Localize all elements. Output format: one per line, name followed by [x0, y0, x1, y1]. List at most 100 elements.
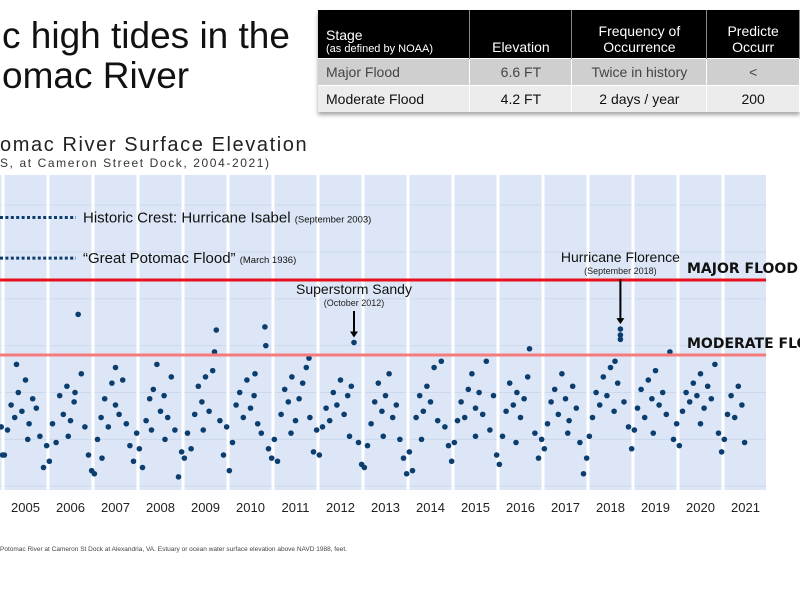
data-point [638, 386, 644, 393]
data-point [154, 361, 160, 368]
data-point [319, 424, 326, 430]
data-point [431, 364, 437, 371]
data-point [236, 389, 243, 396]
data-point [490, 392, 497, 399]
data-point [195, 383, 202, 390]
data-point [375, 380, 382, 386]
data-point [112, 402, 119, 408]
data-point [731, 414, 738, 421]
data-point [649, 395, 655, 402]
x-tick-label: 2006 [56, 500, 85, 515]
footnote: Potomac River at Cameron St Dock at Alex… [0, 546, 347, 553]
cell-elevation: 4.2 FT [469, 85, 573, 112]
data-point [22, 377, 29, 383]
data-point [614, 380, 621, 386]
data-point [382, 392, 389, 399]
data-point [40, 464, 47, 471]
elevation-scatter-chart: 2005 2006 2007 2008 2009 2010 2011 2012 2013 2014… [0, 175, 800, 515]
x-tick-label: 2017 [551, 500, 580, 515]
data-point [172, 427, 178, 433]
data-point [85, 452, 92, 458]
data-point [263, 342, 269, 349]
data-point [586, 433, 593, 440]
data-point [427, 399, 434, 405]
data-point [202, 374, 209, 380]
annotation-label: Superstorm Sandy [296, 281, 412, 297]
data-point [650, 430, 657, 436]
data-point [555, 411, 562, 418]
data-point [503, 408, 509, 415]
arrow-head-icon [616, 318, 625, 325]
data-point [551, 386, 558, 393]
data-point [506, 380, 513, 386]
data-point [397, 436, 403, 443]
data-point [116, 411, 122, 418]
data-point [548, 399, 554, 405]
data-point [400, 455, 407, 461]
data-point [361, 464, 368, 471]
data-point [652, 367, 659, 374]
data-point [465, 386, 472, 393]
data-point [451, 439, 458, 446]
data-point [694, 392, 700, 399]
data-point [535, 455, 542, 461]
data-point [136, 445, 143, 452]
data-point [670, 436, 677, 443]
data-point [162, 436, 168, 443]
data-point [741, 439, 748, 446]
x-tick-label: 2019 [641, 500, 670, 515]
header-stage-sub: (as defined by NOAA) [326, 42, 433, 55]
x-tick-label: 2007 [101, 500, 130, 515]
data-point [323, 405, 329, 411]
data-point [78, 370, 85, 377]
data-point [168, 374, 175, 380]
data-point [148, 427, 155, 433]
data-point [199, 399, 205, 405]
data-point [596, 402, 603, 408]
data-point [368, 420, 374, 427]
data-point [251, 392, 257, 399]
data-point [379, 408, 385, 415]
data-point [133, 430, 140, 436]
chart-title: omac River Surface Elevation [0, 134, 309, 156]
data-point [416, 392, 423, 399]
header-elevation: Elevation [469, 10, 573, 59]
data-point [676, 442, 683, 449]
data-point [566, 417, 572, 424]
data-point [493, 452, 500, 458]
data-point [403, 470, 410, 477]
data-point [448, 458, 455, 465]
data-point [697, 420, 704, 427]
data-point [299, 380, 306, 386]
data-point [712, 361, 718, 368]
data-point [188, 445, 194, 452]
data-point [191, 411, 198, 418]
data-point [469, 370, 475, 377]
data-point [220, 452, 227, 458]
data-point [29, 395, 36, 402]
data-point [580, 470, 587, 477]
data-point [15, 389, 22, 396]
data-point [200, 427, 207, 433]
data-point [600, 374, 607, 380]
data-point [341, 411, 347, 418]
cell-stage: Major Flood [318, 58, 471, 86]
data-point [292, 417, 299, 424]
data-point [274, 458, 281, 465]
data-point [56, 392, 63, 399]
data-point [217, 417, 223, 424]
annotation-note: (October 2012) [324, 298, 385, 308]
data-point [393, 402, 400, 408]
data-point [306, 355, 312, 361]
cell-frequency: Twice in history [571, 58, 708, 86]
data-point [413, 414, 419, 421]
data-point [679, 408, 686, 415]
annotation-note: (September 2018) [584, 266, 657, 276]
data-point [334, 402, 340, 408]
data-point [663, 411, 670, 418]
data-point [303, 364, 310, 371]
data-point [348, 383, 355, 390]
data-point [262, 324, 268, 330]
data-point [175, 474, 182, 480]
data-point [524, 374, 531, 380]
